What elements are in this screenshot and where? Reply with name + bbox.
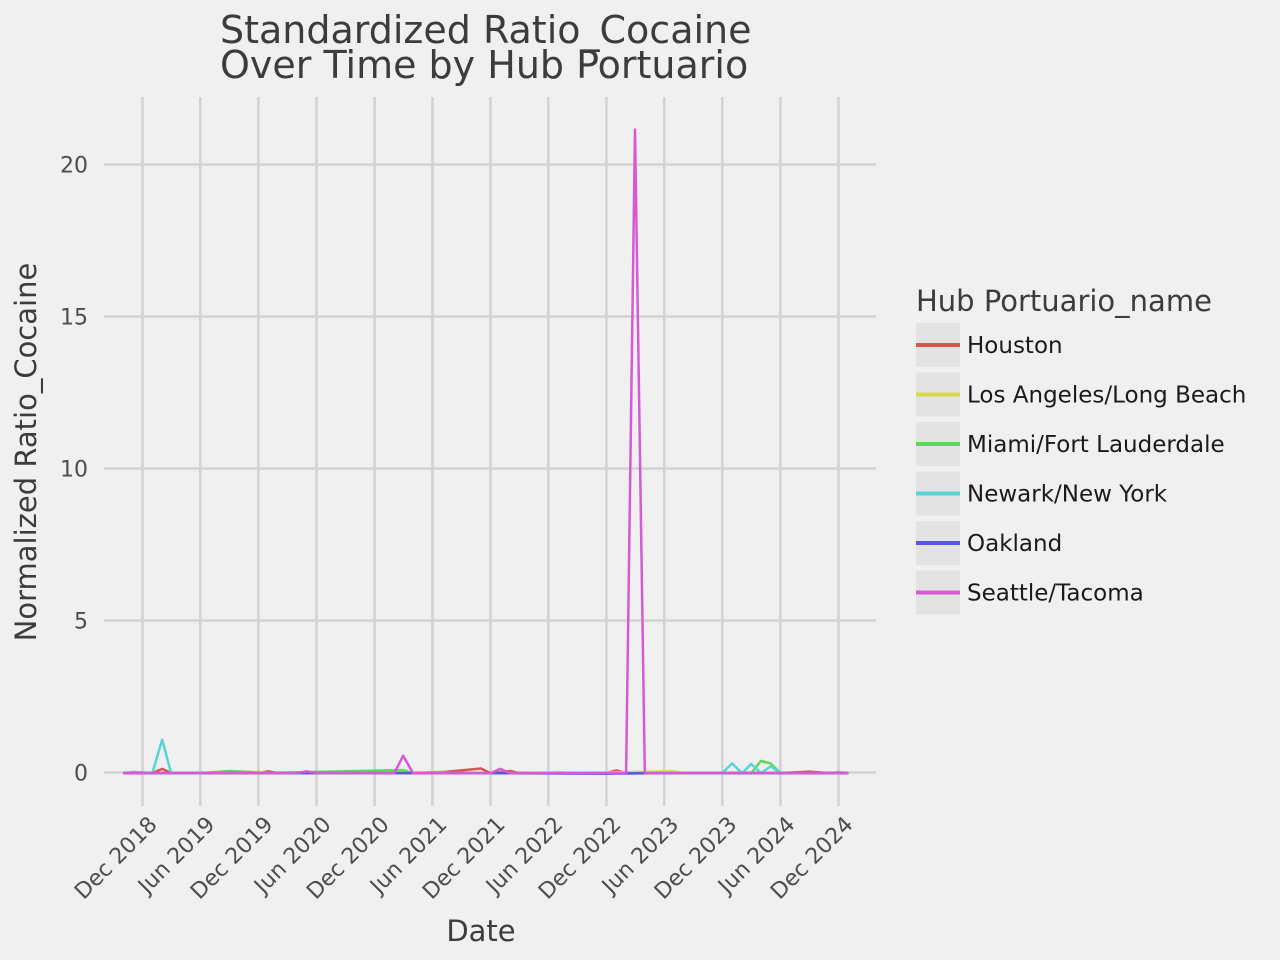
legend-label-houston: Houston	[967, 333, 1063, 359]
y-tick-labels: 0 5 10 15 20	[60, 154, 88, 787]
y-tick-label-2: 10	[60, 458, 88, 483]
legend-title: Hub Portuario_name	[916, 284, 1212, 318]
legend-label-miami-fort-lauderdale: Miami/Fort Lauderdale	[967, 432, 1225, 458]
legend-label-los-angeles-long-beach: Los Angeles/Long Beach	[967, 383, 1246, 409]
chart-title-line-1: Standardized Ratio_Cocaine	[220, 8, 752, 52]
series-line-newark-new-york	[122, 738, 849, 775]
y-tick-label-0: 0	[74, 762, 88, 787]
y-axis-title: Normalized Ratio_Cocaine	[9, 263, 43, 642]
series-lines	[122, 128, 849, 775]
chart-title-line-2: Over Time by Hub Portuario	[220, 43, 748, 87]
legend-label-newark-new-york: Newark/New York	[967, 482, 1168, 508]
legend-items: Houston Los Angeles/Long Beach Miami/Fort …	[916, 323, 1246, 615]
x-axis-title: Date	[446, 914, 515, 948]
series-line-seattle-tacoma	[123, 128, 849, 775]
legend: Hub Portuario_name Houston Los Angeles/Lo…	[916, 284, 1246, 615]
y-tick-label-1: 5	[74, 610, 88, 635]
grid	[104, 97, 876, 806]
legend-label-seattle-tacoma: Seattle/Tacoma	[967, 581, 1144, 607]
y-tick-label-3: 15	[60, 306, 88, 331]
legend-label-oakland: Oakland	[967, 531, 1062, 557]
y-tick-label-4: 20	[60, 154, 88, 179]
